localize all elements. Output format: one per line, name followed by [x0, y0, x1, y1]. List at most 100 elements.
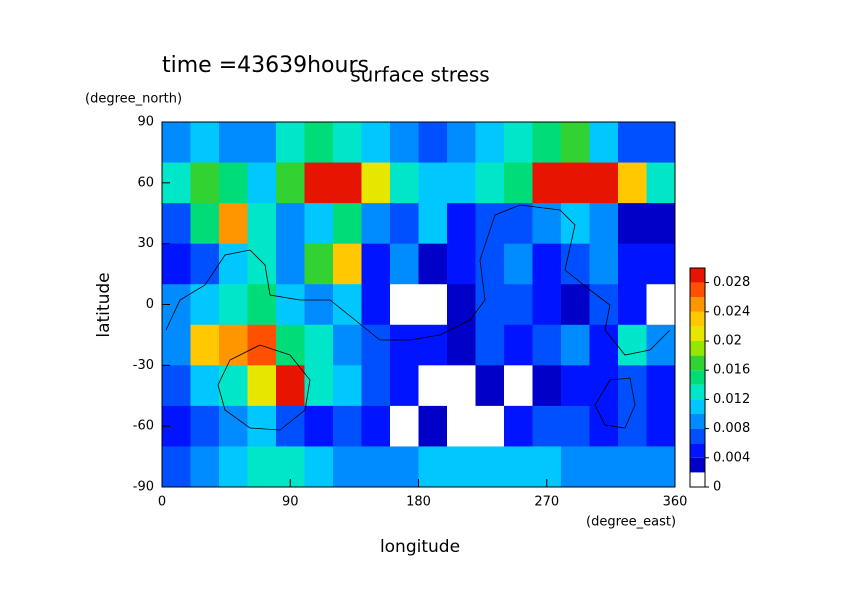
cell	[646, 284, 676, 326]
cell	[618, 284, 647, 326]
cell	[276, 203, 305, 245]
y-tick-label: -90	[133, 480, 154, 495]
cell	[475, 365, 505, 407]
cell	[390, 203, 419, 245]
coastline	[217, 344, 311, 431]
cell	[333, 284, 362, 326]
cell	[390, 405, 419, 447]
cell	[646, 203, 676, 245]
cell	[646, 405, 676, 447]
cell	[162, 122, 191, 164]
cell	[247, 405, 277, 447]
cell	[561, 284, 590, 326]
cell	[361, 122, 391, 164]
cell	[618, 203, 647, 245]
cell	[390, 446, 419, 488]
colorbar-tick-label: 0.028	[713, 275, 750, 290]
cell	[618, 446, 647, 488]
cell	[532, 284, 562, 326]
cell	[504, 122, 533, 164]
cell	[162, 324, 191, 366]
cell	[276, 243, 305, 285]
overlay	[165, 204, 671, 431]
cell	[219, 324, 248, 366]
colorbar-segment	[690, 428, 705, 444]
colorbar-tick-label: 0.012	[713, 392, 750, 407]
cell	[532, 365, 562, 407]
cell	[304, 162, 334, 204]
cell	[276, 162, 305, 204]
colorbar-segment	[690, 472, 705, 487]
colorbar-segment	[690, 341, 705, 356]
cell	[333, 203, 362, 245]
x-tick-label: 360	[663, 495, 688, 510]
cell	[561, 203, 590, 245]
cell	[589, 284, 619, 326]
cell	[504, 446, 533, 488]
cell	[561, 365, 590, 407]
colorbar-tick-label: 0.016	[713, 363, 750, 378]
colorbar-segment	[690, 414, 705, 429]
cell	[618, 405, 647, 447]
cell	[447, 365, 476, 407]
y-tick-label: 60	[137, 175, 154, 190]
cell	[504, 284, 533, 326]
colorbar-segment	[690, 297, 705, 312]
cell	[276, 284, 305, 326]
cell	[304, 122, 334, 164]
cell	[333, 405, 362, 447]
cell	[390, 324, 419, 366]
cell	[190, 324, 220, 366]
cell	[418, 365, 448, 407]
cell	[361, 446, 391, 488]
cell	[247, 203, 277, 245]
subtitle: time =43639hours	[162, 53, 369, 78]
cell	[561, 122, 590, 164]
colorbar-segment	[690, 326, 705, 341]
cell	[646, 122, 676, 164]
cell	[247, 284, 277, 326]
cell	[561, 324, 590, 366]
cell	[532, 243, 562, 285]
colorbar-segment	[690, 370, 705, 385]
cell	[190, 284, 220, 326]
colorbar-tick-label: 0.004	[713, 450, 750, 465]
cell	[447, 162, 476, 204]
y-tick-label: -60	[133, 419, 154, 434]
cell	[247, 243, 277, 285]
cell	[247, 122, 277, 164]
cell	[418, 446, 448, 488]
colorbar-segment	[690, 311, 705, 327]
cell	[247, 365, 277, 407]
cell	[589, 122, 619, 164]
cell	[504, 405, 533, 447]
cell	[589, 203, 619, 245]
cell	[504, 365, 533, 407]
cell	[276, 122, 305, 164]
cell	[361, 284, 391, 326]
cell	[276, 324, 305, 366]
colorbar-tick-label: 0	[713, 480, 721, 495]
cell	[190, 405, 220, 447]
cell	[646, 365, 676, 407]
cell	[219, 162, 248, 204]
coastline	[165, 204, 671, 356]
cell	[361, 365, 391, 407]
cell	[162, 243, 191, 285]
cell	[390, 284, 419, 326]
cell	[504, 324, 533, 366]
cell	[190, 365, 220, 407]
cell	[190, 243, 220, 285]
chart-title: surface stress	[350, 63, 489, 87]
colorbar-segment	[690, 457, 705, 473]
x-axis-title: longitude	[380, 537, 460, 557]
cell	[333, 365, 362, 407]
cell	[532, 162, 562, 204]
cell	[475, 203, 505, 245]
cell	[219, 405, 248, 447]
cell	[561, 446, 590, 488]
cell	[333, 162, 362, 204]
cell	[532, 324, 562, 366]
